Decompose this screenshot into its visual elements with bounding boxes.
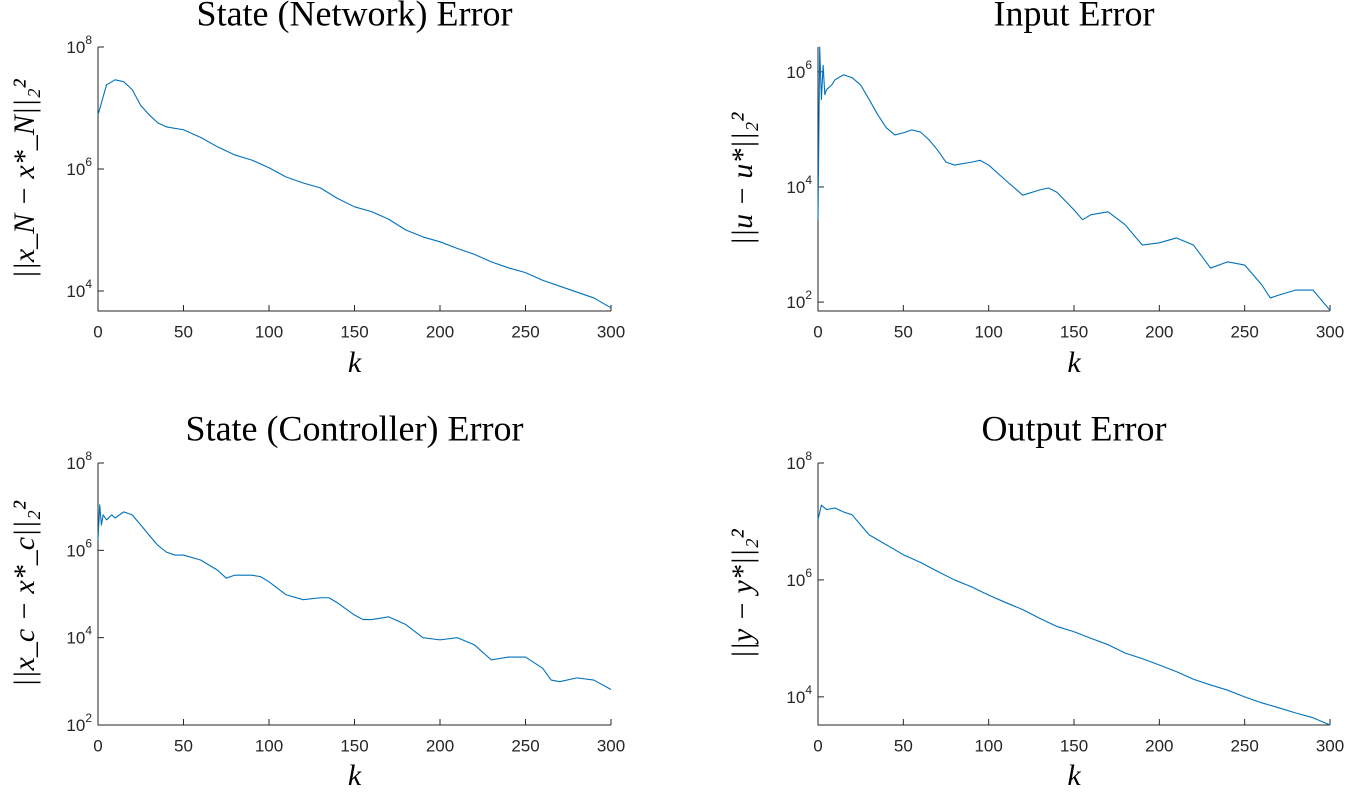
- y-tick-base: 10: [786, 688, 805, 707]
- y-tick-exponent: 4: [805, 173, 812, 187]
- y-tick-exponent: 8: [85, 449, 92, 463]
- y-tick-base: 10: [66, 282, 85, 301]
- y-axis-label: ||x_N − x*_N||₂²: [8, 78, 41, 278]
- x-axis-label: k: [1067, 346, 1081, 379]
- y-tick-exponent: 8: [805, 449, 812, 463]
- y-axis-label: ||u − u*||₂²: [726, 112, 759, 246]
- x-tick-label: 150: [1060, 322, 1088, 341]
- x-tick-label: 200: [1145, 736, 1173, 755]
- y-axis-label: ||x_c − x*_c||₂²: [8, 500, 41, 687]
- y-tick-base: 10: [66, 454, 85, 473]
- x-tick-label: 100: [974, 322, 1002, 341]
- axis-line: [97, 463, 611, 726]
- y-tick-label: 106: [786, 566, 812, 590]
- x-tick-label: 50: [174, 736, 193, 755]
- x-axis-label: k: [348, 346, 362, 379]
- y-tick-base: 10: [66, 541, 85, 560]
- y-tick-exponent: 4: [85, 624, 92, 638]
- y-tick-base: 10: [786, 63, 805, 82]
- axis-line: [97, 47, 611, 312]
- x-tick-label: 50: [894, 736, 913, 755]
- x-tick-label: 100: [255, 322, 283, 341]
- x-tick-label: 300: [1316, 736, 1344, 755]
- y-tick-label: 102: [786, 288, 812, 312]
- y-tick-exponent: 6: [805, 58, 812, 72]
- axis-line: [817, 47, 1330, 312]
- y-tick-base: 10: [786, 293, 805, 312]
- y-tick-label: 108: [786, 449, 812, 473]
- y-tick-exponent: 2: [805, 288, 812, 302]
- x-axis-label: k: [1067, 759, 1081, 792]
- x-tick-label: 250: [511, 736, 539, 755]
- x-tick-label: 300: [597, 736, 625, 755]
- x-tick-label: 300: [597, 322, 625, 341]
- y-tick-label: 106: [66, 536, 92, 560]
- x-tick-label: 50: [174, 322, 193, 341]
- y-tick-label: 108: [66, 449, 92, 473]
- y-tick-base: 10: [66, 716, 85, 735]
- x-tick-label: 150: [340, 322, 368, 341]
- x-tick-label: 150: [340, 736, 368, 755]
- y-tick-label: 106: [66, 155, 92, 179]
- x-tick-label: 100: [974, 736, 1002, 755]
- y-axis-label: ||y − y*||₂²: [726, 528, 759, 658]
- y-tick-base: 10: [786, 571, 805, 590]
- chart-title: Input Error: [994, 0, 1155, 33]
- y-tick-label: 106: [786, 58, 812, 82]
- y-tick-exponent: 4: [85, 277, 92, 291]
- x-tick-label: 0: [93, 736, 102, 755]
- y-tick-exponent: 6: [805, 566, 812, 580]
- x-tick-label: 250: [511, 322, 539, 341]
- x-tick-label: 250: [1230, 736, 1258, 755]
- x-tick-label: 200: [1145, 322, 1173, 341]
- y-tick-base: 10: [66, 629, 85, 648]
- x-tick-label: 0: [813, 736, 822, 755]
- y-tick-base: 10: [66, 160, 85, 179]
- data-line: [97, 504, 612, 690]
- x-tick-label: 50: [894, 322, 913, 341]
- x-axis-label: k: [348, 759, 362, 792]
- axis-line: [817, 463, 1330, 726]
- y-tick-label: 102: [66, 711, 92, 735]
- data-line: [817, 504, 1331, 726]
- x-tick-label: 150: [1060, 736, 1088, 755]
- y-tick-label: 108: [66, 33, 92, 57]
- x-tick-label: 0: [813, 322, 822, 341]
- y-tick-label: 104: [66, 624, 92, 648]
- y-tick-base: 10: [786, 454, 805, 473]
- data-line: [817, 46, 1331, 311]
- y-tick-exponent: 6: [85, 155, 92, 169]
- x-tick-label: 200: [426, 736, 454, 755]
- x-tick-label: 250: [1230, 322, 1258, 341]
- y-tick-exponent: 4: [805, 683, 812, 697]
- y-tick-exponent: 6: [85, 536, 92, 550]
- y-tick-label: 104: [66, 277, 92, 301]
- y-tick-base: 10: [66, 38, 85, 57]
- x-tick-label: 200: [426, 322, 454, 341]
- chart-title: State (Controller) Error: [186, 408, 524, 448]
- x-tick-label: 300: [1316, 322, 1344, 341]
- y-tick-base: 10: [786, 178, 805, 197]
- x-tick-label: 0: [93, 322, 102, 341]
- chart-title: State (Network) Error: [197, 0, 513, 33]
- y-tick-exponent: 8: [85, 33, 92, 47]
- y-tick-label: 104: [786, 173, 812, 197]
- y-tick-exponent: 2: [85, 711, 92, 725]
- data-line: [97, 79, 612, 309]
- chart-title: Output Error: [982, 408, 1167, 448]
- x-tick-label: 100: [255, 736, 283, 755]
- y-tick-label: 104: [786, 683, 812, 707]
